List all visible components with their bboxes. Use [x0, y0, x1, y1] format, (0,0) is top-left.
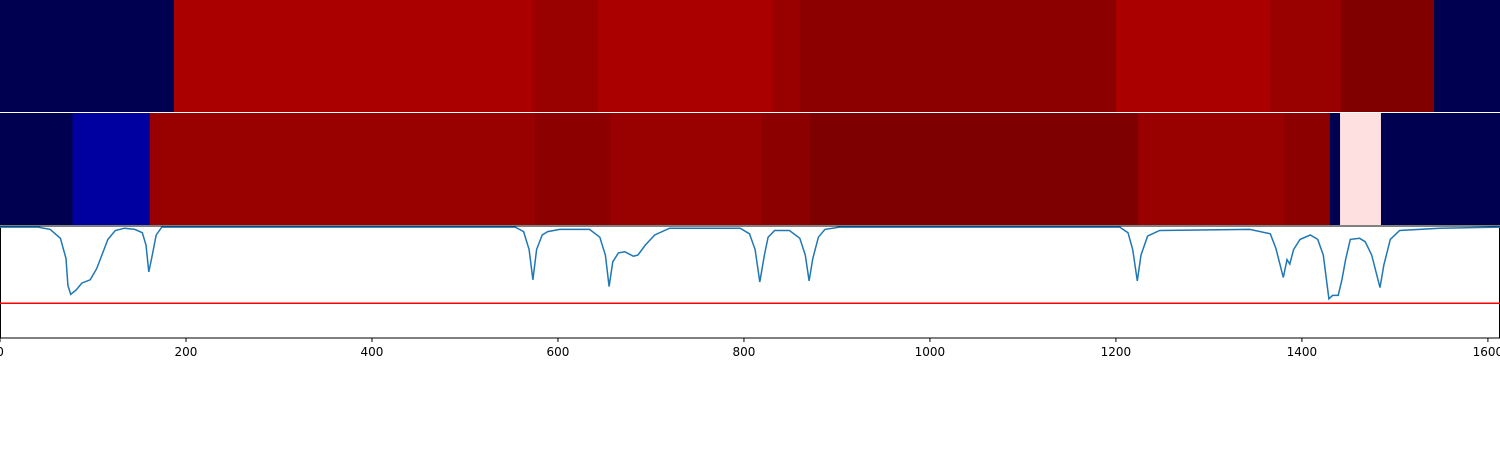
- segment: [597, 0, 774, 112]
- segment: [1138, 113, 1285, 225]
- x-tick-label: 1000: [915, 345, 946, 359]
- segment: [173, 0, 534, 112]
- segment: [1380, 113, 1500, 225]
- x-tick-label: 400: [361, 345, 384, 359]
- x-tick-label: 1400: [1287, 345, 1318, 359]
- segment: [1270, 0, 1342, 112]
- x-tick-label: 0: [0, 345, 4, 359]
- segment: [1329, 113, 1341, 225]
- x-tick-label: 600: [547, 345, 570, 359]
- segment: [809, 113, 1139, 225]
- segment: [610, 113, 763, 225]
- plot-frame: [0, 225, 1500, 339]
- segment: [149, 113, 536, 225]
- x-tick-label: 1200: [1101, 345, 1132, 359]
- segment: [1115, 0, 1271, 112]
- segment: [799, 0, 1117, 112]
- segment: [532, 0, 599, 112]
- segment: [0, 113, 74, 225]
- x-tick-label: 200: [175, 345, 198, 359]
- line: [0, 226, 1500, 301]
- segment: [761, 113, 811, 225]
- segment: [772, 0, 801, 112]
- segment: [534, 113, 611, 225]
- segment: [1340, 0, 1435, 112]
- segment: [1284, 113, 1331, 225]
- segment: [72, 113, 151, 225]
- x-tick-label: 800: [733, 345, 756, 359]
- segment: [1433, 0, 1500, 112]
- x-tick-label: 1600: [1473, 345, 1500, 359]
- segment: [1340, 113, 1382, 225]
- segment: [0, 0, 175, 112]
